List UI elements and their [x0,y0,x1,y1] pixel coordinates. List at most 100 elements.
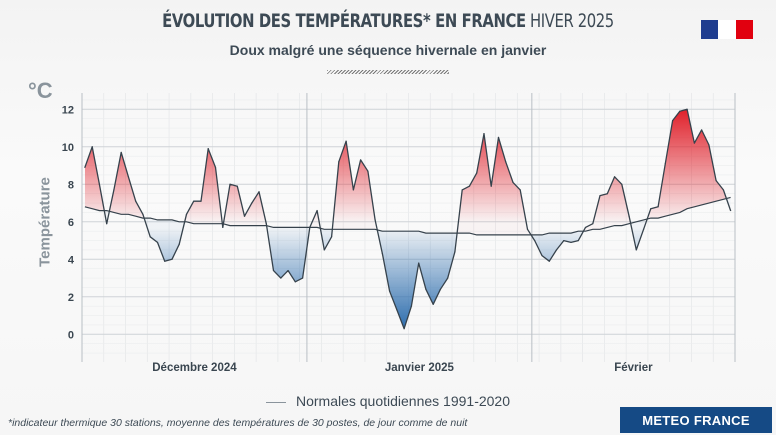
temperature-point [410,305,413,307]
temperature-point [316,209,318,212]
temperature-point [91,146,93,148]
y-tick-label: 6 [68,217,74,229]
y-tick-label: 0 [68,329,74,341]
legend: Normales quotidiennes 1991-2020 [0,393,776,409]
temperature-point [599,194,601,197]
temperature-point [497,136,500,139]
temperature-point [381,253,383,255]
temperature-point [222,226,224,229]
y-tick-label: 12 [62,104,74,116]
temperature-series-line [84,108,732,330]
temperature-point [730,209,732,212]
temperature-point [280,277,282,279]
meteo-france-brand: METEO FRANCE [620,407,772,433]
temperature-point [178,243,180,245]
temperature-point [418,262,420,264]
temperature-point [621,183,623,185]
temperature-point [447,277,449,279]
temperature-point [98,183,101,185]
temperature-point [396,309,398,311]
temperature-point [476,172,478,174]
temperature-point [519,189,521,191]
temperature-point [120,151,122,154]
temperature-point [164,260,166,262]
temperature-point [338,161,340,163]
temperature-point [374,219,376,221]
temperature-point [563,239,565,242]
month-label: Février [614,362,653,374]
temperature-point [490,185,492,187]
temperature-point [214,166,217,169]
temperature-point [171,258,173,260]
temperature-point [330,236,333,238]
temperature-point [389,290,391,292]
temperature-point [628,215,630,217]
temperature-point [686,108,688,110]
temperature-point [672,119,674,122]
chart-title: ÉVOLUTION DES TEMPÉRATURES* EN FRANCE HI… [85,10,690,32]
temperature-point [142,213,144,215]
temperature-point [309,226,311,229]
temperature-point [360,159,362,161]
temperature-point [113,189,115,191]
legend-normal-label: Normales quotidiennes 1991-2020 [295,393,511,409]
temperature-point [352,189,354,191]
temperature-point [439,288,442,290]
month-label: Décembre 2024 [152,362,237,374]
temperature-point [693,142,695,144]
temperature-point [679,110,681,112]
temperature-point [635,249,637,251]
temperature-point [584,226,587,229]
temperature-point [106,223,108,225]
temperature-point [236,185,238,187]
month-label: Janvier 2025 [385,362,455,374]
legend-normal-swatch [265,401,286,403]
temperature-point [345,140,347,142]
temperature-point [243,215,246,217]
temperature-point [425,288,427,290]
warm-anomaly-area [84,109,731,235]
temperature-point [577,239,579,242]
temperature-point [570,241,572,244]
temperature-point [708,144,710,146]
footnote: *indicateur thermique 30 stations, moyen… [8,417,468,429]
normal-series-line [84,196,731,236]
temperature-point [512,181,514,184]
title-bold: ÉVOLUTION DES TEMPÉRATURES* EN FRANCE [162,10,526,32]
temperature-point [505,161,507,163]
temperature-point [701,129,703,131]
temperature-point [722,189,724,191]
temperature-point [294,281,296,283]
temperature-point [193,200,195,202]
temperature-point [432,303,434,305]
temperature-point [156,241,159,244]
temperature-point [272,269,275,272]
temperature-point [657,206,659,208]
republique-francaise-logo [701,20,753,39]
temperature-point [526,228,529,230]
temperature-point [323,249,325,251]
temperature-point [650,208,652,210]
temperature-point [84,166,86,169]
temperature-point [258,191,260,193]
temperature-point [207,148,209,150]
y-tick-label: 2 [68,292,74,304]
hatch-divider [327,70,449,74]
temperature-point [135,200,137,202]
temperature-point [229,183,231,185]
unit-label: °C [28,78,53,103]
temperature-point [664,163,666,165]
temperature-point [483,133,485,135]
temperature-point [592,223,594,225]
temperature-point [265,223,267,225]
chart-subtitle: Doux malgré une séquence hivernale en ja… [229,42,547,58]
temperature-point [555,249,558,251]
temperature-point [468,185,471,187]
temperature-chart: 0 2 4 6 8 10 12 Décembre 2024 Janvier 2025 Févrie… [62,93,736,374]
temperature-point [613,176,616,178]
temperature-point [301,277,304,279]
temperature-point [454,251,456,253]
cold-anomaly-area [84,197,731,329]
y-tick-label: 4 [68,254,75,266]
temperature-point [251,202,253,204]
